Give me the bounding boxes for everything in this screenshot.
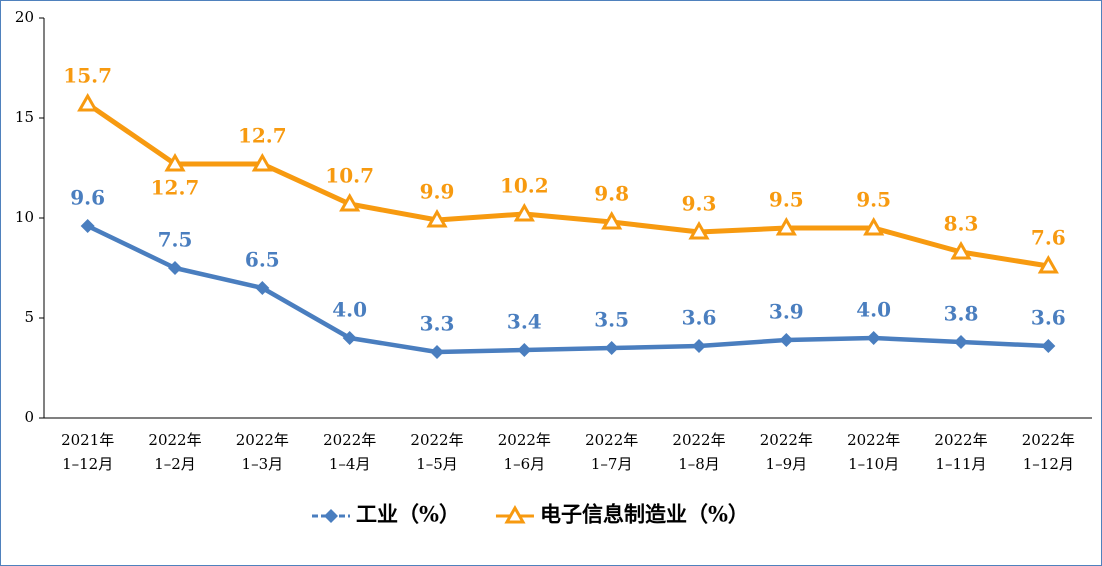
point-marker bbox=[1037, 254, 1059, 274]
data-label: 12.7 bbox=[151, 176, 200, 200]
data-label: 3.9 bbox=[769, 300, 804, 324]
data-label: 9.9 bbox=[420, 180, 455, 204]
point-marker bbox=[426, 208, 448, 228]
data-label: 15.7 bbox=[63, 64, 112, 88]
series-line bbox=[86, 223, 1049, 355]
data-label: 3.4 bbox=[507, 310, 542, 334]
x-tick-label: 2022年 bbox=[585, 431, 638, 449]
x-tick-label: 2022年 bbox=[1022, 431, 1075, 449]
x-tick-label: 1–2月 bbox=[154, 455, 196, 473]
data-label: 3.8 bbox=[944, 302, 979, 326]
point-marker bbox=[601, 210, 623, 230]
point-marker bbox=[251, 152, 273, 172]
y-tick-label: 0 bbox=[24, 408, 34, 426]
data-label: 9.5 bbox=[769, 188, 804, 212]
point-marker bbox=[863, 216, 885, 236]
legend-label: 电子信息制造业（%） bbox=[540, 502, 749, 527]
data-label: 8.3 bbox=[944, 212, 979, 236]
point-marker bbox=[775, 216, 797, 236]
series-line bbox=[86, 101, 1049, 269]
data-label: 3.5 bbox=[594, 308, 629, 332]
x-tick-label: 2022年 bbox=[760, 431, 813, 449]
point-marker bbox=[430, 345, 444, 359]
x-tick-label: 2022年 bbox=[148, 431, 201, 449]
x-tick-label: 1–12月 bbox=[1023, 455, 1074, 473]
point-marker bbox=[342, 331, 357, 345]
data-label: 9.6 bbox=[70, 186, 105, 210]
data-label: 3.6 bbox=[682, 306, 717, 330]
y-tick-label: 5 bbox=[24, 308, 34, 326]
point-marker bbox=[324, 509, 338, 523]
point-marker bbox=[604, 341, 619, 355]
data-label: 12.7 bbox=[238, 124, 287, 148]
y-tick-label: 15 bbox=[15, 108, 34, 126]
data-label: 7.6 bbox=[1031, 226, 1066, 250]
legend-label: 工业（%） bbox=[356, 502, 460, 527]
data-label: 10.2 bbox=[500, 174, 549, 198]
point-marker bbox=[517, 343, 532, 357]
point-marker bbox=[692, 339, 706, 353]
x-tick-label: 1–6月 bbox=[504, 455, 546, 473]
x-tick-label: 1–12月 bbox=[62, 455, 113, 473]
point-marker bbox=[77, 92, 99, 112]
x-tick-label: 2022年 bbox=[672, 431, 725, 449]
x-tick-label: 2022年 bbox=[410, 431, 463, 449]
x-tick-label: 2022年 bbox=[934, 431, 987, 449]
data-label: 3.6 bbox=[1031, 306, 1066, 330]
data-label: 7.5 bbox=[158, 228, 193, 252]
x-tick-label: 1–5月 bbox=[416, 455, 458, 473]
y-tick-label: 20 bbox=[15, 8, 34, 26]
point-marker bbox=[866, 331, 881, 345]
x-tick-label: 1–7月 bbox=[591, 455, 633, 473]
point-marker bbox=[513, 202, 535, 222]
data-label: 3.3 bbox=[420, 312, 455, 336]
point-marker bbox=[950, 240, 972, 260]
data-label: 4.0 bbox=[856, 298, 891, 322]
x-tick-label: 2022年 bbox=[323, 431, 376, 449]
x-tick-label: 2022年 bbox=[498, 431, 551, 449]
y-tick-label: 10 bbox=[15, 208, 34, 226]
point-marker bbox=[164, 152, 186, 172]
x-tick-label: 2021年 bbox=[61, 431, 114, 449]
data-label: 9.3 bbox=[682, 192, 717, 216]
data-label: 4.0 bbox=[332, 298, 367, 322]
x-tick-label: 2022年 bbox=[847, 431, 900, 449]
x-tick-label: 1–3月 bbox=[242, 455, 284, 473]
x-tick-label: 1–11月 bbox=[935, 455, 986, 473]
point-marker bbox=[1041, 339, 1056, 353]
point-marker bbox=[504, 504, 526, 524]
point-marker bbox=[954, 335, 968, 349]
point-marker bbox=[255, 281, 270, 295]
point-marker bbox=[168, 261, 182, 275]
point-marker bbox=[80, 219, 95, 233]
point-marker bbox=[688, 220, 710, 240]
point-marker bbox=[339, 192, 361, 212]
x-tick-label: 1–10月 bbox=[848, 455, 899, 473]
point-marker bbox=[779, 333, 794, 347]
x-tick-label: 1–8月 bbox=[678, 455, 720, 473]
x-tick-label: 1–9月 bbox=[766, 455, 808, 473]
data-label: 9.8 bbox=[594, 182, 629, 206]
x-tick-label: 2022年 bbox=[236, 431, 289, 449]
data-label: 9.5 bbox=[856, 188, 891, 212]
x-tick-label: 1–4月 bbox=[329, 455, 371, 473]
data-label: 10.7 bbox=[325, 164, 374, 188]
data-label: 6.5 bbox=[245, 248, 280, 272]
